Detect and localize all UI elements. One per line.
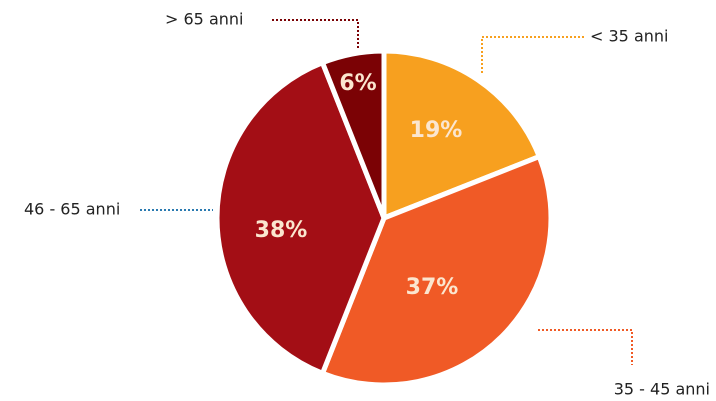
pie-slice <box>320 48 387 221</box>
value-label: 6% <box>339 71 376 96</box>
value-label: 38% <box>255 218 308 243</box>
category-label: > 65 anni <box>165 10 243 29</box>
category-label: 35 - 45 anni <box>614 380 710 399</box>
pie-slice <box>320 154 554 388</box>
category-label: < 35 anni <box>590 27 668 46</box>
leader-line <box>538 329 633 365</box>
category-label: 46 - 65 anni <box>24 200 120 219</box>
value-label: 19% <box>410 118 463 143</box>
leader-line <box>481 36 584 75</box>
pie-slice <box>214 60 387 376</box>
pie-slice <box>381 48 542 221</box>
value-label: 37% <box>406 275 459 300</box>
leader-line <box>272 19 359 50</box>
